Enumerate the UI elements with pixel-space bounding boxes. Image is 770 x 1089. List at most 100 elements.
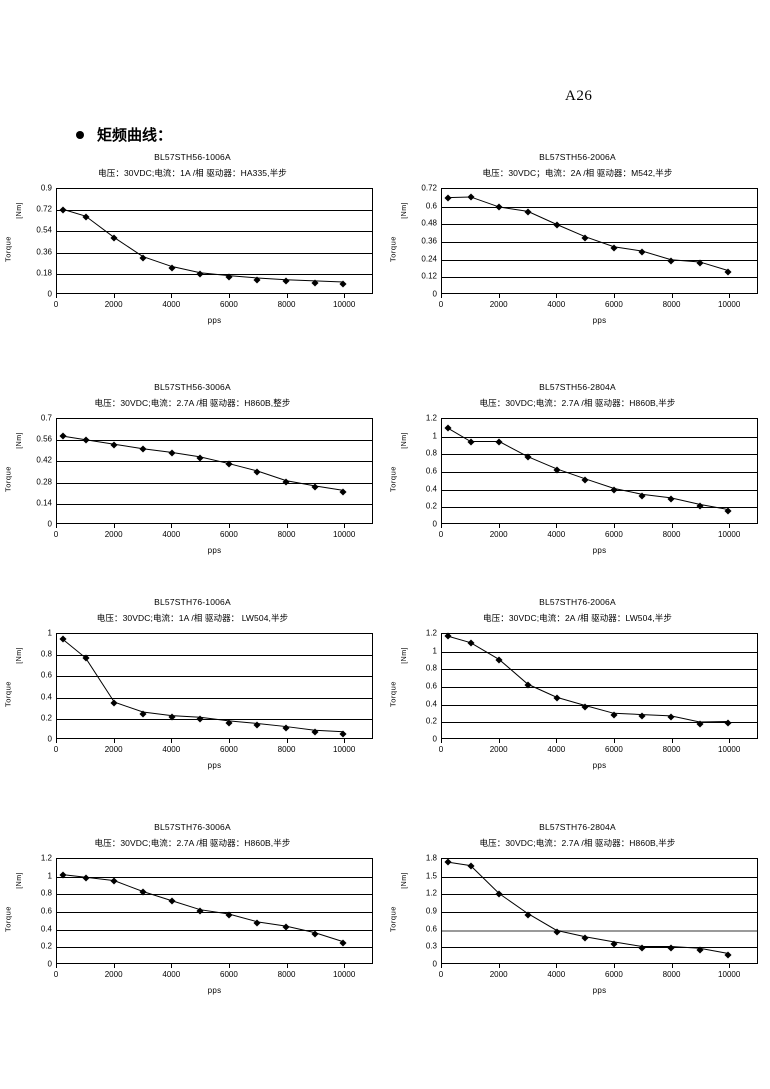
x-tick-label: 4000 xyxy=(547,300,566,309)
y-tick-label: 0.6 xyxy=(425,681,437,691)
y-tick-label: 0.8 xyxy=(425,663,437,673)
x-axis-ticks xyxy=(441,964,758,973)
chart-plot-area: Torque [Nm] 0 0.2 0.4 0.6 0.8 1 1.2 0 2000 4000 6000… xyxy=(385,629,770,783)
series-line xyxy=(442,419,757,523)
gridline xyxy=(57,231,372,233)
x-tick-label: 4000 xyxy=(162,745,181,754)
chart-title: BL57STH56-3006A xyxy=(154,382,231,392)
y-tick-label: 1 xyxy=(432,646,437,656)
y-axis-labels: 0 0.2 0.4 0.6 0.8 1 1.2 xyxy=(403,414,439,529)
x-axis-labels: 0 2000 4000 6000 8000 10000 xyxy=(54,745,373,757)
x-axis-title: pps xyxy=(592,761,607,770)
x-tick xyxy=(498,739,500,743)
gridline xyxy=(57,461,372,463)
x-tick xyxy=(729,524,731,528)
y-tick-label: 0.6 xyxy=(425,466,437,476)
y-tick-label: 0.9 xyxy=(40,183,52,193)
gridline xyxy=(442,259,757,261)
x-tick xyxy=(171,964,173,968)
y-tick-label: 0.2 xyxy=(425,501,437,511)
x-tick xyxy=(671,294,673,298)
gridline xyxy=(442,436,757,438)
chart-subtitle: 电压：30VDC;电流：2.7A /相 驱动器：H860B,半步 xyxy=(94,838,291,848)
x-tick xyxy=(56,524,57,528)
y-tick-label: 1.2 xyxy=(425,413,437,423)
gridline xyxy=(442,454,757,456)
gridline xyxy=(57,482,372,484)
y-tick-label: 0 xyxy=(47,289,52,299)
plot-frame xyxy=(56,188,373,294)
x-tick-label: 8000 xyxy=(277,970,296,979)
y-axis-title: Torque xyxy=(3,466,13,492)
x-axis-labels: 0 2000 4000 6000 8000 10000 xyxy=(439,970,758,982)
x-tick xyxy=(113,524,115,528)
y-axis-labels: 0 0.12 0.24 0.36 0.48 0.6 0.72 xyxy=(403,184,439,299)
x-tick-label: 2000 xyxy=(489,970,508,979)
y-tick-label: 0.72 xyxy=(421,183,437,193)
gridline xyxy=(442,206,757,208)
gridline xyxy=(57,876,372,878)
x-tick xyxy=(556,964,558,968)
x-tick xyxy=(556,739,558,743)
x-tick xyxy=(286,524,288,528)
y-tick-label: 0.8 xyxy=(40,649,52,659)
x-tick-label: 8000 xyxy=(662,970,681,979)
x-tick xyxy=(671,739,673,743)
chart-title: BL57STH76-2006A xyxy=(539,597,616,607)
y-axis-title: Torque xyxy=(388,236,398,262)
x-tick-label: 4000 xyxy=(547,745,566,754)
x-axis-title: pps xyxy=(207,986,222,995)
x-tick xyxy=(729,739,731,743)
x-tick xyxy=(556,524,558,528)
x-axis-title: pps xyxy=(592,316,607,325)
x-tick xyxy=(498,524,500,528)
chart-cell: BL57STH56-2006A 电压：30VDC；电流：2A /相 驱动器：M54… xyxy=(385,150,770,380)
gridline xyxy=(57,252,372,254)
x-tick xyxy=(613,294,615,298)
y-tick-label: 1.2 xyxy=(40,853,52,863)
x-tick xyxy=(671,964,673,968)
y-axis-labels: 0 0.2 0.4 0.6 0.8 1 1.2 xyxy=(18,854,54,969)
x-tick-label: 2000 xyxy=(489,745,508,754)
x-tick xyxy=(171,524,173,528)
x-tick xyxy=(441,524,442,528)
chart-subtitle: 电压：30VDC;电流：2.7A /相 驱动器：H860B,半步 xyxy=(479,398,676,408)
y-tick-label: 0.2 xyxy=(40,713,52,723)
y-axis-title: Torque xyxy=(388,466,398,492)
x-tick-label: 10000 xyxy=(333,300,356,309)
x-tick xyxy=(344,739,346,743)
gridline xyxy=(442,704,757,706)
x-tick-label: 0 xyxy=(53,530,59,539)
x-tick xyxy=(344,524,346,528)
x-axis-ticks xyxy=(441,524,758,533)
gridline xyxy=(442,876,757,878)
x-axis-ticks xyxy=(56,739,373,748)
y-tick-label: 1 xyxy=(47,628,52,638)
x-tick-label: 4000 xyxy=(547,530,566,539)
x-tick xyxy=(171,294,173,298)
x-tick-label: 6000 xyxy=(605,300,623,309)
gridline xyxy=(442,929,757,932)
y-tick-label: 0.28 xyxy=(36,477,52,487)
x-tick xyxy=(729,294,731,298)
gridline xyxy=(442,669,757,671)
chart-plot-area: Torque [Nm] 0 0.12 0.24 0.36 0.48 0.6 0.72 0 2000 4… xyxy=(385,184,770,338)
gridline xyxy=(57,440,372,442)
x-axis-labels: 0 2000 4000 6000 8000 10000 xyxy=(439,745,758,757)
y-axis-title: Torque xyxy=(3,681,13,707)
gridline xyxy=(442,507,757,509)
y-tick-label: 0.2 xyxy=(40,941,52,951)
y-tick-label: 0 xyxy=(432,289,437,299)
plot-frame xyxy=(441,632,758,739)
y-tick-label: 0.18 xyxy=(36,268,52,278)
section-title: 矩频曲线： xyxy=(76,124,172,145)
chart-subtitle: 电压：30VDC；电流：2A /相 驱动器：M542,半步 xyxy=(482,168,673,178)
x-tick-label: 6000 xyxy=(220,745,238,754)
x-tick xyxy=(498,294,500,298)
chart-cell: BL57STH56-3006A 电压：30VDC;电流：2.7A /相 驱动器：H… xyxy=(0,380,385,595)
x-axis-title: pps xyxy=(207,316,222,325)
y-tick-label: 0.2 xyxy=(425,716,437,726)
y-tick-label: 1.2 xyxy=(425,888,437,898)
y-tick-label: 1.5 xyxy=(425,871,437,881)
chart-cell: BL57STH56-2804A 电压：30VDC;电流：2.7A /相 驱动器：H… xyxy=(385,380,770,595)
